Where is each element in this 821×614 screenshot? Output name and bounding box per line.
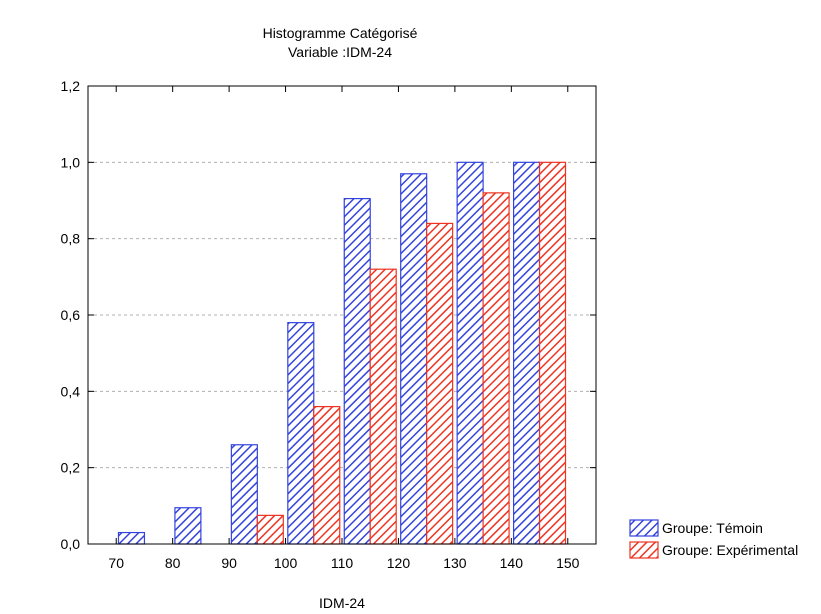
bar-temoin — [230, 444, 258, 545]
bar-temoin — [456, 161, 484, 545]
bar-temoin — [287, 322, 315, 545]
x-tick-label: 90 — [221, 555, 237, 571]
plot-frame — [87, 85, 597, 545]
legend: Groupe: Témoin Groupe: Expérimental — [629, 519, 798, 559]
bar-experimental — [426, 222, 454, 545]
chart-subtitle: Variable :IDM-24 — [287, 44, 392, 60]
grid-lines — [88, 161, 596, 469]
y-tick-label: 1,2 — [61, 78, 81, 94]
x-tick-label: 100 — [274, 555, 298, 571]
bar-temoin — [400, 173, 428, 545]
bar-temoin — [174, 507, 202, 545]
bar-experimental — [313, 406, 341, 545]
x-tick-label: 80 — [165, 555, 181, 571]
x-tick-label: 130 — [443, 555, 467, 571]
legend-label: Groupe: Expérimental — [662, 542, 798, 558]
y-tick-label: 0,4 — [61, 383, 81, 399]
bar-experimental — [369, 268, 397, 545]
bar-experimental — [538, 161, 567, 545]
x-axis-label: IDM-24 — [319, 595, 365, 611]
chart-title: Histogramme Catégorisé — [262, 25, 418, 41]
y-tick-label: 0,8 — [61, 231, 81, 247]
bar-temoin — [117, 531, 146, 545]
x-tick-label: 140 — [500, 555, 524, 571]
tick-labels: 0,0 0,2 0,4 0,6 0,8 1,0 1,2 70 80 90 100 110 120 130 1… — [61, 78, 580, 571]
axes — [87, 85, 597, 545]
bar-experimental — [256, 514, 284, 545]
x-tick-label: 120 — [387, 555, 411, 571]
y-tick-label: 0,2 — [61, 460, 81, 476]
bar-temoin — [343, 197, 371, 545]
y-tick-label: 0,0 — [61, 536, 81, 552]
x-tick-label: 110 — [331, 555, 354, 571]
bar-temoin — [512, 161, 541, 545]
legend-label: Groupe: Témoin — [662, 520, 763, 536]
y-tick-label: 1,0 — [61, 154, 81, 170]
legend-swatch — [629, 519, 659, 537]
x-tick-label: 70 — [108, 555, 124, 571]
bar-experimental — [482, 192, 510, 545]
legend-swatch — [629, 541, 659, 559]
x-tick-label: 150 — [556, 555, 580, 571]
bars — [117, 161, 567, 545]
y-tick-label: 0,6 — [61, 307, 81, 323]
